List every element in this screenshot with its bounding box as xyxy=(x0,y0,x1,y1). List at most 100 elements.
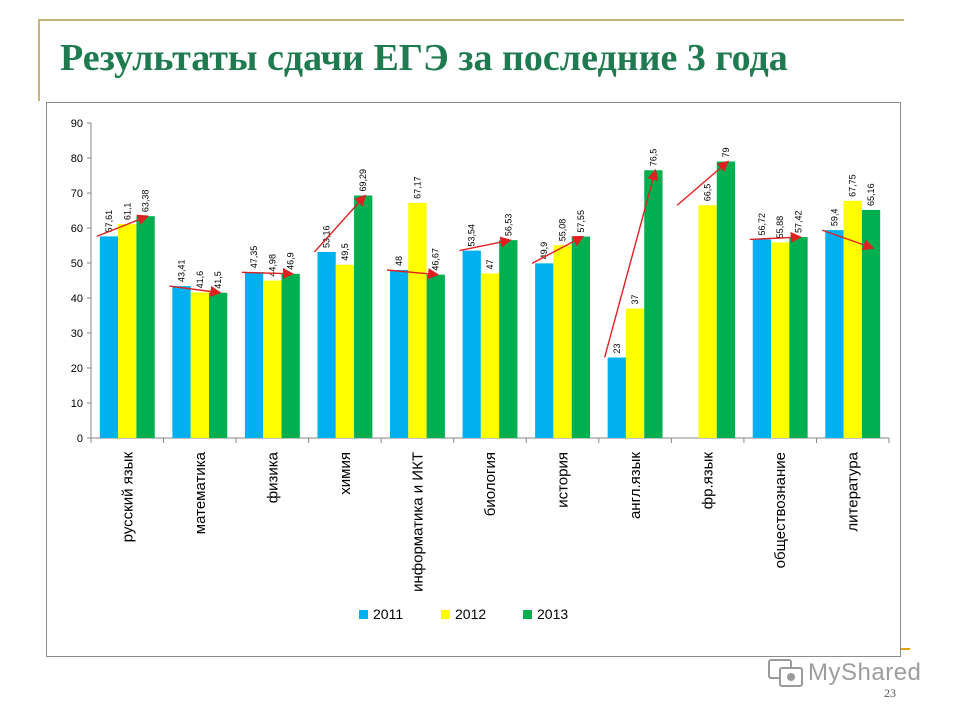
bar-2012 xyxy=(771,242,790,438)
bar-2012 xyxy=(698,205,717,438)
data-label: 49,5 xyxy=(340,243,350,261)
legend-label: 2012 xyxy=(455,606,486,622)
bar-2013 xyxy=(354,195,373,438)
trend-arrow xyxy=(96,214,149,238)
data-label: 76,5 xyxy=(648,149,658,167)
top-decor-line xyxy=(38,19,904,21)
y-tick-label: 10 xyxy=(71,398,83,410)
data-label: 41,5 xyxy=(213,271,223,289)
legend-label: 2013 xyxy=(537,606,568,622)
y-tick-label: 0 xyxy=(77,433,83,445)
data-label: 53,54 xyxy=(467,224,477,247)
data-label: 79 xyxy=(721,147,731,157)
bar-2012 xyxy=(625,308,645,438)
x-category-label: обществознание xyxy=(772,452,789,568)
data-label: 57,61 xyxy=(104,210,114,233)
trend-arrow xyxy=(749,231,802,244)
x-category-label: англ.язык xyxy=(627,452,644,519)
data-label: 61,1 xyxy=(122,203,132,221)
trend-arrow xyxy=(386,268,440,280)
data-label: 41,6 xyxy=(195,271,205,289)
y-tick-label: 80 xyxy=(71,153,83,165)
bar-2011 xyxy=(390,270,409,438)
x-category-label: биология xyxy=(482,452,499,516)
x-category-label: физика xyxy=(264,451,281,503)
y-tick-label: 20 xyxy=(71,363,83,375)
y-tick-label: 30 xyxy=(71,328,83,340)
y-tick-label: 40 xyxy=(71,293,83,305)
data-label: 47 xyxy=(485,259,495,269)
x-category-label: русский язык xyxy=(119,452,136,543)
y-tick-label: 90 xyxy=(71,118,83,130)
bar-2011 xyxy=(535,263,554,438)
bar-2011 xyxy=(99,236,119,438)
data-label: 66,5 xyxy=(703,184,713,202)
x-category-label: фр.язык xyxy=(700,452,717,510)
watermark-logo: MyShared xyxy=(768,655,921,691)
bar-2011 xyxy=(825,230,844,438)
data-label: 59,4 xyxy=(829,209,839,227)
bar-2012 xyxy=(118,224,137,438)
bar-2012 xyxy=(335,264,355,438)
data-label: 53,16 xyxy=(322,225,332,248)
data-label: 67,17 xyxy=(412,176,422,199)
bar-2013 xyxy=(861,209,881,438)
left-decor-line xyxy=(38,19,40,89)
data-label: 43,41 xyxy=(177,260,187,283)
bar-2011 xyxy=(244,272,264,438)
page-number: 23 xyxy=(884,686,896,700)
trend-arrow xyxy=(603,168,659,358)
data-label: 55,88 xyxy=(775,216,785,239)
bar-2011 xyxy=(607,357,626,438)
data-label: 37 xyxy=(630,294,640,304)
bar-2013 xyxy=(281,273,300,438)
data-label: 69,29 xyxy=(358,169,368,192)
data-label: 57,42 xyxy=(793,210,803,233)
x-category-label: информатика и ИКТ xyxy=(409,452,426,592)
trend-arrow xyxy=(313,194,367,253)
bar-2013 xyxy=(499,240,518,438)
bar-2012 xyxy=(190,292,209,438)
x-category-label: история xyxy=(555,452,572,508)
data-label: 65,16 xyxy=(866,183,876,206)
trend-arrow xyxy=(822,229,875,251)
bar-2012 xyxy=(480,273,500,438)
data-label: 56,53 xyxy=(503,214,513,237)
y-tick-label: 50 xyxy=(71,258,83,270)
slide-title: Результаты сдачи ЕГЭ за последние 3 года xyxy=(60,37,788,79)
y-tick-label: 70 xyxy=(71,188,83,200)
bar-2013 xyxy=(716,161,736,438)
bar-2011 xyxy=(172,286,191,438)
data-label: 67,75 xyxy=(848,174,858,197)
trend-arrow xyxy=(241,267,295,280)
trend-arrow xyxy=(531,235,585,264)
bar-2013 xyxy=(571,236,590,438)
left-decor-accent xyxy=(38,89,40,101)
data-label: 23 xyxy=(612,343,622,353)
legend-swatch-2012 xyxy=(441,610,450,619)
x-category-label: химия xyxy=(337,452,354,495)
legend-swatch-2013 xyxy=(523,610,532,619)
x-category-label: математика xyxy=(192,451,209,534)
data-label: 57,55 xyxy=(576,210,586,233)
bar-chart: 0 10 20 30 40 50 60 70 80 90 57,61 61,1 63,38 русский… xyxy=(71,118,890,622)
bar-2012 xyxy=(553,245,572,438)
trend-arrow xyxy=(169,285,222,298)
bar-2011 xyxy=(317,251,336,438)
data-label: 47,35 xyxy=(249,246,259,269)
data-label: 63,38 xyxy=(141,190,151,213)
bar-2012 xyxy=(263,280,282,438)
bar-2013 xyxy=(136,216,155,438)
data-label: 55,08 xyxy=(558,219,568,242)
bar-2013 xyxy=(644,170,663,438)
legend-label: 2011 xyxy=(373,606,403,622)
data-label: 49,9 xyxy=(539,242,549,260)
y-tick-label: 60 xyxy=(71,223,83,235)
data-label: 46,67 xyxy=(431,248,441,271)
bottom-right-decor-tick xyxy=(896,648,910,650)
bar-2013 xyxy=(208,292,228,438)
data-label: 48 xyxy=(394,256,404,266)
trend-arrow xyxy=(459,236,512,252)
watermark-text: MyShared xyxy=(808,659,922,686)
data-label: 56,72 xyxy=(757,213,767,236)
